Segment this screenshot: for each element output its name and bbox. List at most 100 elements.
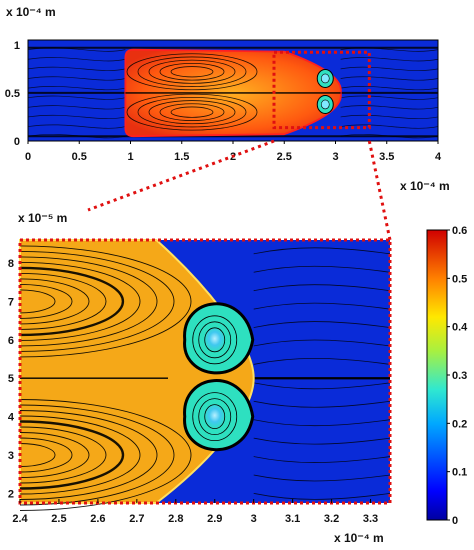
overview-droplet-streamline xyxy=(137,96,247,128)
overview-x-tick-label: 3.5 xyxy=(379,151,394,163)
zoom-droplet-streamline xyxy=(19,245,192,358)
zoom-x-tick-label: 3.1 xyxy=(285,513,300,525)
zoom-outer-streamline xyxy=(253,321,391,328)
connector-right xyxy=(367,140,392,241)
zoom-outer-streamline xyxy=(253,357,391,365)
zoom-droplet-streamline xyxy=(19,266,125,337)
zoom-y-tick-label: 8 xyxy=(8,258,14,270)
overview-streamline-right xyxy=(340,114,439,120)
colorbar-tick-label: 0.6 xyxy=(452,225,467,237)
overview-streamline-left xyxy=(27,76,126,81)
overview-streamline-right xyxy=(340,66,439,71)
zoom-x-tick-label: 2.9 xyxy=(207,513,222,525)
zoom-droplet-streamline xyxy=(19,443,56,467)
overview-y-ticks: 00.51 xyxy=(5,40,20,148)
zoom-outer-streamline xyxy=(253,493,391,500)
overview-streamline-right xyxy=(340,86,439,91)
zoom-droplet-streamline xyxy=(19,399,192,511)
overview-plot xyxy=(27,39,439,142)
overview-droplet-streamline xyxy=(159,103,225,121)
overview-y-tick-label: 0 xyxy=(14,136,20,148)
zoom-y-unit: x 10⁻⁵ m xyxy=(18,211,67,225)
zoom-droplet-streamline xyxy=(19,437,73,473)
zoom-x-tick-label: 3 xyxy=(251,513,257,525)
zoom-outer-streamline xyxy=(253,265,391,273)
colorbar-tick-label: 0.3 xyxy=(452,370,467,382)
zoom-connectors xyxy=(87,139,392,241)
zoom-inner-vortex-streamline xyxy=(204,327,226,353)
overview-droplet-streamline xyxy=(137,56,247,87)
overview-droplet-streamline xyxy=(159,62,225,81)
zoom-inner-vortex-streamline xyxy=(192,392,238,442)
overview-droplet-streamline xyxy=(170,66,214,78)
zoom-y-ticks: 2 3 4 5 6 7 8 xyxy=(8,258,15,500)
colorbar-tick-label: 0 xyxy=(452,515,458,527)
zoom-droplet-streamline xyxy=(19,278,90,325)
zoom-droplet-streamline xyxy=(19,420,125,490)
colorbar-tick-label: 0.4 xyxy=(452,322,468,334)
zoom-droplet-streamline xyxy=(19,289,56,314)
zoom-y-tick-label: 4 xyxy=(8,412,15,424)
zoom-x-unit: x 10⁻⁴ m xyxy=(334,531,384,545)
overview-streamline-left xyxy=(27,114,126,120)
zoom-x-tick-label: 2.4 xyxy=(12,513,28,525)
zoom-outer-streamline xyxy=(253,284,391,292)
zoom-plot xyxy=(18,238,392,511)
zoom-outer-streamline xyxy=(253,419,391,427)
colorbar: 0 0.1 0.2 0.3 0.4 0.5 0.6 xyxy=(426,225,468,527)
colorbar-tick-label: 0.1 xyxy=(452,467,467,479)
colorbar-bar xyxy=(426,229,448,521)
zoom-x-ticks: 2.4 2.5 2.6 2.7 2.8 2.9 3 3.1 3.2 3.3 xyxy=(12,499,378,525)
overview-streamline-right xyxy=(340,57,439,62)
overview-zoom-box xyxy=(272,50,371,130)
colorbar-tick-label: 0.2 xyxy=(452,418,467,430)
overview-streamline-left xyxy=(27,57,126,62)
zoom-x-tick-label: 3.3 xyxy=(363,513,378,525)
zoom-inner-vortex-streamline xyxy=(198,398,232,436)
overview-x-tick-label: 2.5 xyxy=(277,151,292,163)
zoom-outer-streamline xyxy=(253,302,391,310)
zoom-frame xyxy=(18,238,392,505)
overview-droplet-streamline xyxy=(126,93,258,131)
overview-x-tick-label: 1.5 xyxy=(174,151,189,163)
colorbar-tick-label: 0.5 xyxy=(452,273,467,285)
overview-inner-vortex-core xyxy=(320,99,330,110)
zoom-outer-streamline xyxy=(253,437,391,445)
overview-unit-group: x 10⁻⁴ m x 10⁻⁴ m xyxy=(6,5,450,193)
overview-streamline-left xyxy=(27,86,126,91)
zoom-droplet-streamline xyxy=(19,256,158,347)
zoom-y-tick-label: 6 xyxy=(8,335,14,347)
overview-streamline-left xyxy=(27,105,126,110)
zoom-outer-streamline xyxy=(253,339,391,347)
zoom-x-tick-label: 2.6 xyxy=(90,513,105,525)
zoom-outer-streamline xyxy=(253,456,391,463)
zoom-x-tick-label: 3.2 xyxy=(324,513,339,525)
zoom-droplet-streamline xyxy=(19,283,73,319)
overview-streamline-left xyxy=(27,95,126,100)
overview-streamline-right xyxy=(340,124,439,129)
overview-x-ticks: 00.511.522.533.54 xyxy=(25,141,442,163)
overview-streamline-right xyxy=(340,95,439,100)
zoom-x-tick-label: 2.7 xyxy=(129,513,144,525)
zoom-droplet-streamline xyxy=(19,272,107,330)
zoom-outer-streamline xyxy=(253,474,391,482)
overview-x-tick-label: 0.5 xyxy=(72,151,87,163)
overview-droplet-streamline xyxy=(148,59,236,84)
overview-streamline-right xyxy=(340,105,439,110)
zoom-outer-streamline xyxy=(253,247,391,255)
zoom-y-tick-label: 2 xyxy=(8,488,14,500)
zoom-y-tick-label: 5 xyxy=(8,373,14,385)
zoom-outer-streamline xyxy=(253,400,391,408)
zoom-inner-vortex-streamline xyxy=(204,404,226,430)
zoom-inner-vortex-streamline xyxy=(198,321,232,359)
overview-droplet-streamline xyxy=(126,53,258,91)
overview-y-tick-label: 1 xyxy=(14,40,20,52)
overview-x-tick-label: 4 xyxy=(435,151,442,163)
overview-x-unit: x 10⁻⁴ m xyxy=(400,179,450,193)
zoom-outer-streamline xyxy=(253,382,391,390)
connector-left xyxy=(87,139,275,212)
overview-droplet-streamline xyxy=(148,100,236,125)
zoom-droplet-streamline xyxy=(19,250,175,352)
overview-x-tick-label: 1 xyxy=(127,151,133,163)
zoom-droplet-streamline xyxy=(19,410,158,500)
